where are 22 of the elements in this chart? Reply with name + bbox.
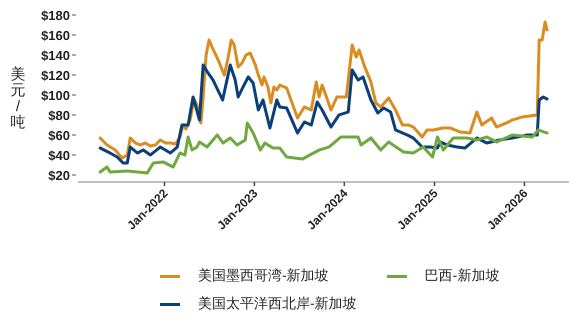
- y-tick-label: $20: [48, 168, 70, 183]
- ytick: $20: [48, 168, 76, 183]
- ytick: $120: [41, 68, 76, 83]
- ytick: $160: [41, 28, 76, 43]
- ytick: $100: [41, 88, 76, 103]
- y-tick-label: $160: [41, 28, 70, 43]
- y-tick-label: $80: [48, 108, 70, 123]
- y-axis-title: 美元/吨: [10, 66, 26, 131]
- y-tick-label: $60: [48, 128, 70, 143]
- ytick: $80: [48, 108, 76, 123]
- ytick: $180: [41, 8, 76, 23]
- y-tick-label: $180: [41, 8, 70, 23]
- legend-label: 巴西-新加坡: [424, 267, 500, 285]
- ytick: $140: [41, 48, 76, 63]
- ytick: $60: [48, 128, 76, 143]
- ytick: $40: [48, 148, 76, 163]
- y-tick-label: $120: [41, 68, 70, 83]
- y-tick-label: $140: [41, 48, 70, 63]
- y-tick-label: $40: [48, 148, 70, 163]
- legend-label: 美国墨西哥湾-新加坡: [198, 267, 329, 285]
- legend-label: 美国太平洋西北岸-新加坡: [198, 295, 357, 313]
- y-tick-label: $100: [41, 88, 70, 103]
